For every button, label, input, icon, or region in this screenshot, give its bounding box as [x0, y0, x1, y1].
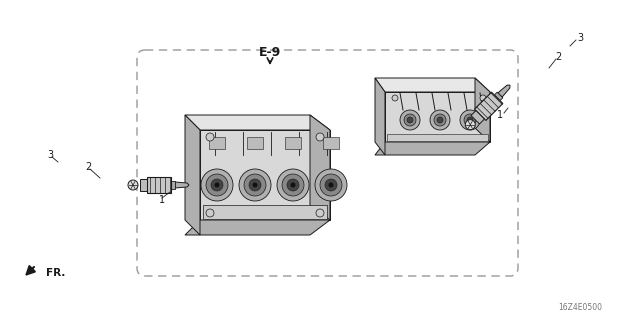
Circle shape [467, 117, 473, 123]
Polygon shape [185, 220, 330, 235]
Circle shape [239, 169, 271, 201]
Polygon shape [375, 78, 385, 155]
Polygon shape [323, 137, 339, 149]
Polygon shape [310, 115, 330, 220]
Polygon shape [200, 130, 330, 220]
Circle shape [201, 169, 233, 201]
Circle shape [211, 179, 223, 191]
Polygon shape [474, 92, 503, 120]
Polygon shape [375, 142, 490, 155]
Circle shape [316, 133, 324, 141]
Polygon shape [185, 115, 200, 235]
Circle shape [249, 179, 261, 191]
Text: 16Z4E0500: 16Z4E0500 [558, 303, 602, 313]
Polygon shape [494, 92, 503, 101]
Circle shape [437, 117, 443, 123]
Circle shape [320, 174, 342, 196]
Circle shape [206, 209, 214, 217]
Circle shape [465, 120, 476, 130]
Polygon shape [387, 134, 488, 141]
Circle shape [430, 110, 450, 130]
Polygon shape [185, 115, 330, 130]
Text: 2: 2 [85, 162, 91, 172]
Circle shape [460, 110, 480, 130]
Text: 3: 3 [47, 150, 53, 160]
Polygon shape [247, 137, 263, 149]
Polygon shape [385, 92, 490, 142]
Polygon shape [175, 182, 189, 188]
Circle shape [206, 133, 214, 141]
Text: 1: 1 [497, 110, 503, 120]
Circle shape [325, 179, 337, 191]
Circle shape [287, 179, 299, 191]
Polygon shape [471, 110, 484, 124]
Circle shape [214, 182, 220, 188]
Circle shape [315, 169, 347, 201]
Circle shape [480, 95, 486, 101]
Circle shape [206, 174, 228, 196]
Text: E-9: E-9 [259, 45, 281, 59]
Circle shape [392, 95, 398, 101]
Polygon shape [140, 179, 147, 191]
Circle shape [400, 110, 420, 130]
Text: 3: 3 [577, 33, 583, 43]
Polygon shape [203, 205, 327, 219]
Circle shape [434, 114, 446, 126]
Polygon shape [285, 137, 301, 149]
Circle shape [328, 182, 333, 188]
Polygon shape [147, 177, 171, 193]
Polygon shape [375, 78, 490, 92]
Polygon shape [209, 137, 225, 149]
Circle shape [404, 114, 416, 126]
Circle shape [291, 182, 296, 188]
Text: 2: 2 [555, 52, 561, 62]
Polygon shape [475, 78, 490, 142]
Polygon shape [498, 85, 510, 97]
Circle shape [277, 169, 309, 201]
Circle shape [244, 174, 266, 196]
Circle shape [407, 117, 413, 123]
Circle shape [316, 209, 324, 217]
Text: 1: 1 [159, 195, 165, 205]
Text: FR.: FR. [46, 268, 65, 278]
Circle shape [253, 182, 257, 188]
Circle shape [464, 114, 476, 126]
Circle shape [282, 174, 304, 196]
Circle shape [128, 180, 138, 190]
Polygon shape [171, 181, 175, 189]
